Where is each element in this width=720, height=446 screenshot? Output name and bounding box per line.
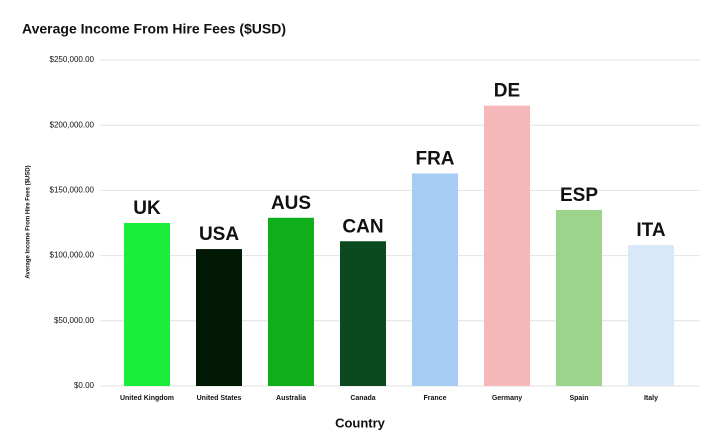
- bar-annotation: ITA: [636, 220, 665, 241]
- bar: [124, 223, 170, 386]
- bar-annotation: UK: [133, 198, 161, 219]
- chart-title: Average Income From Hire Fees ($USD): [22, 21, 286, 37]
- bar-annotation: FRA: [415, 148, 454, 169]
- bar: [412, 173, 458, 386]
- bar: [556, 209, 602, 386]
- y-tick-label: $250,000.00: [50, 55, 95, 64]
- x-tick-label: United Kingdom: [120, 395, 174, 402]
- x-tick-label: France: [424, 395, 447, 402]
- bar: [628, 245, 674, 386]
- y-axis-title: Average Income From Hire Fees ($USD): [26, 165, 32, 278]
- bar-annotation: CAN: [342, 216, 383, 237]
- y-tick-label: $50,000.00: [54, 316, 95, 325]
- bar-annotation: DE: [494, 81, 520, 102]
- y-tick-label: $150,000.00: [50, 186, 95, 195]
- x-tick-label: United States: [197, 395, 242, 402]
- bar: [268, 217, 314, 386]
- bar: [484, 105, 530, 386]
- x-tick-label: Australia: [276, 395, 306, 402]
- x-tick-label: Italy: [644, 395, 658, 402]
- x-tick-label: Canada: [350, 395, 375, 402]
- x-tick-label: Germany: [492, 395, 522, 402]
- bar-annotation: AUS: [271, 193, 311, 214]
- bar-annotation: ESP: [560, 185, 598, 206]
- y-tick-label: $200,000.00: [50, 120, 95, 129]
- x-axis-title: Country: [335, 415, 386, 430]
- bar: [196, 249, 242, 386]
- x-tick-label: Spain: [569, 395, 588, 402]
- bar: [340, 241, 386, 386]
- y-tick-label: $100,000.00: [50, 251, 95, 260]
- bar-annotation: USA: [199, 224, 239, 245]
- y-tick-label: $0.00: [74, 381, 95, 390]
